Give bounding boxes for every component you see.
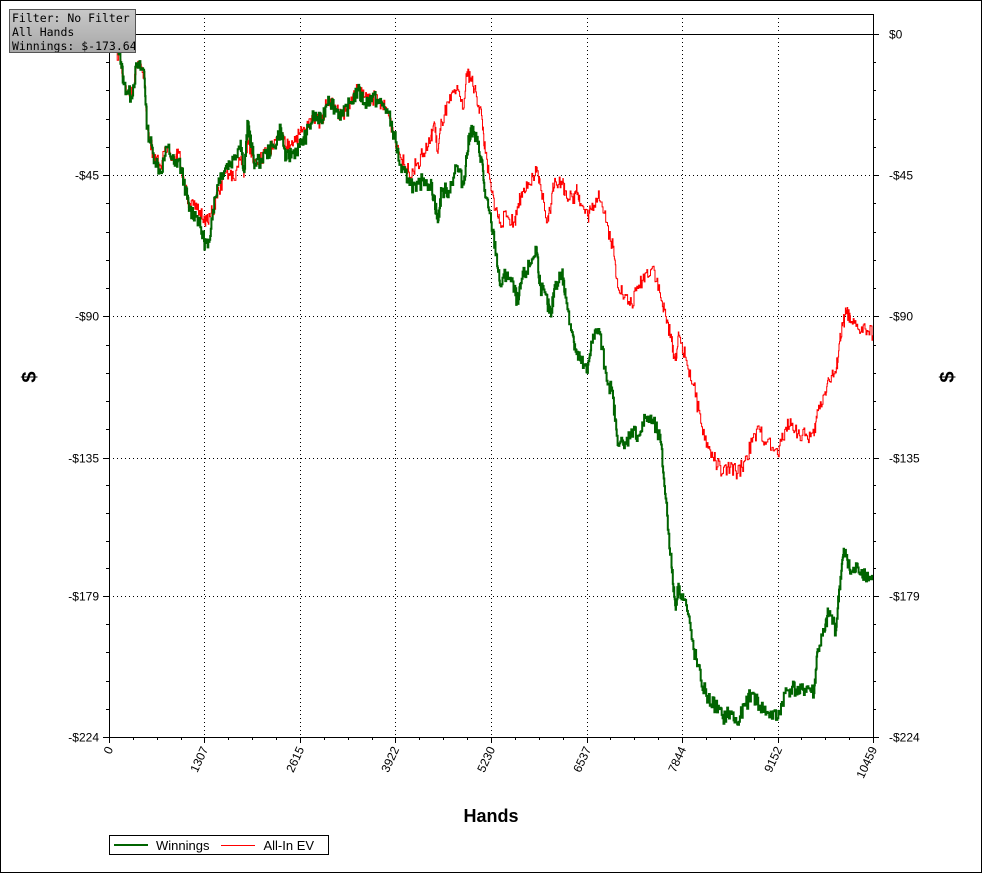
y-tick-label-right: -$179 (889, 590, 920, 604)
stats-info-box: Filter: No Filter All Hands Winnings: $-… (9, 9, 136, 53)
y-tick-label-left: -$45 (75, 169, 99, 183)
y-tick-label-right: -$90 (889, 310, 913, 324)
legend-label-winnings: Winnings (156, 837, 210, 853)
x-tick-label: 6537 (570, 744, 594, 774)
tick-layer (103, 34, 879, 743)
x-tick-label: 10459 (853, 744, 880, 780)
legend-label-all-in-ev: All-In EV (263, 837, 315, 853)
series-line-all-in-ev (109, 33, 874, 480)
x-tick-label: 2615 (283, 744, 307, 774)
legend-item-winnings: Winnings (114, 838, 209, 853)
y-tick-label-right: -$135 (889, 452, 920, 466)
y-tick-label-right: -$45 (889, 169, 913, 183)
x-tick-label: 0 (101, 744, 117, 756)
x-tick-label: 1307 (187, 744, 211, 774)
y-tick-label-left: -$90 (75, 310, 99, 324)
legend-item-all-in-ev: All-In EV (221, 838, 314, 853)
x-tick-label: 9152 (761, 744, 785, 774)
hands-text: All Hands (12, 25, 75, 39)
series-line-winnings (109, 31, 874, 726)
y-tick-label-right: -$224 (889, 731, 920, 745)
x-tick-label: 3922 (378, 744, 402, 774)
y-tick-label-left: -$135 (68, 452, 99, 466)
x-axis-title: Hands (463, 806, 518, 826)
filter-text: Filter: No Filter (12, 11, 130, 25)
x-tick-label: 5230 (474, 744, 498, 774)
plot-area-border (109, 14, 874, 738)
legend-swatch-winnings (114, 844, 148, 846)
chart-legend: Winnings All-In EV (109, 835, 329, 855)
y-tick-label-right: $0 (889, 28, 903, 42)
tick-label-layer: $0$0-$45-$45-$90-$90-$135-$135-$179-$179… (68, 28, 920, 781)
y-tick-label-left: -$179 (68, 590, 99, 604)
y-axis-title-left: $ (19, 371, 41, 382)
legend-swatch-all-in-ev (221, 844, 256, 846)
y-tick-label-left: -$224 (68, 731, 99, 745)
series-layer (109, 31, 874, 726)
x-tick-label: 7844 (665, 744, 689, 774)
grid-layer (109, 14, 873, 737)
winnings-text: Winnings: $-173.64 (12, 39, 136, 53)
y-axis-title-right: $ (937, 371, 959, 382)
